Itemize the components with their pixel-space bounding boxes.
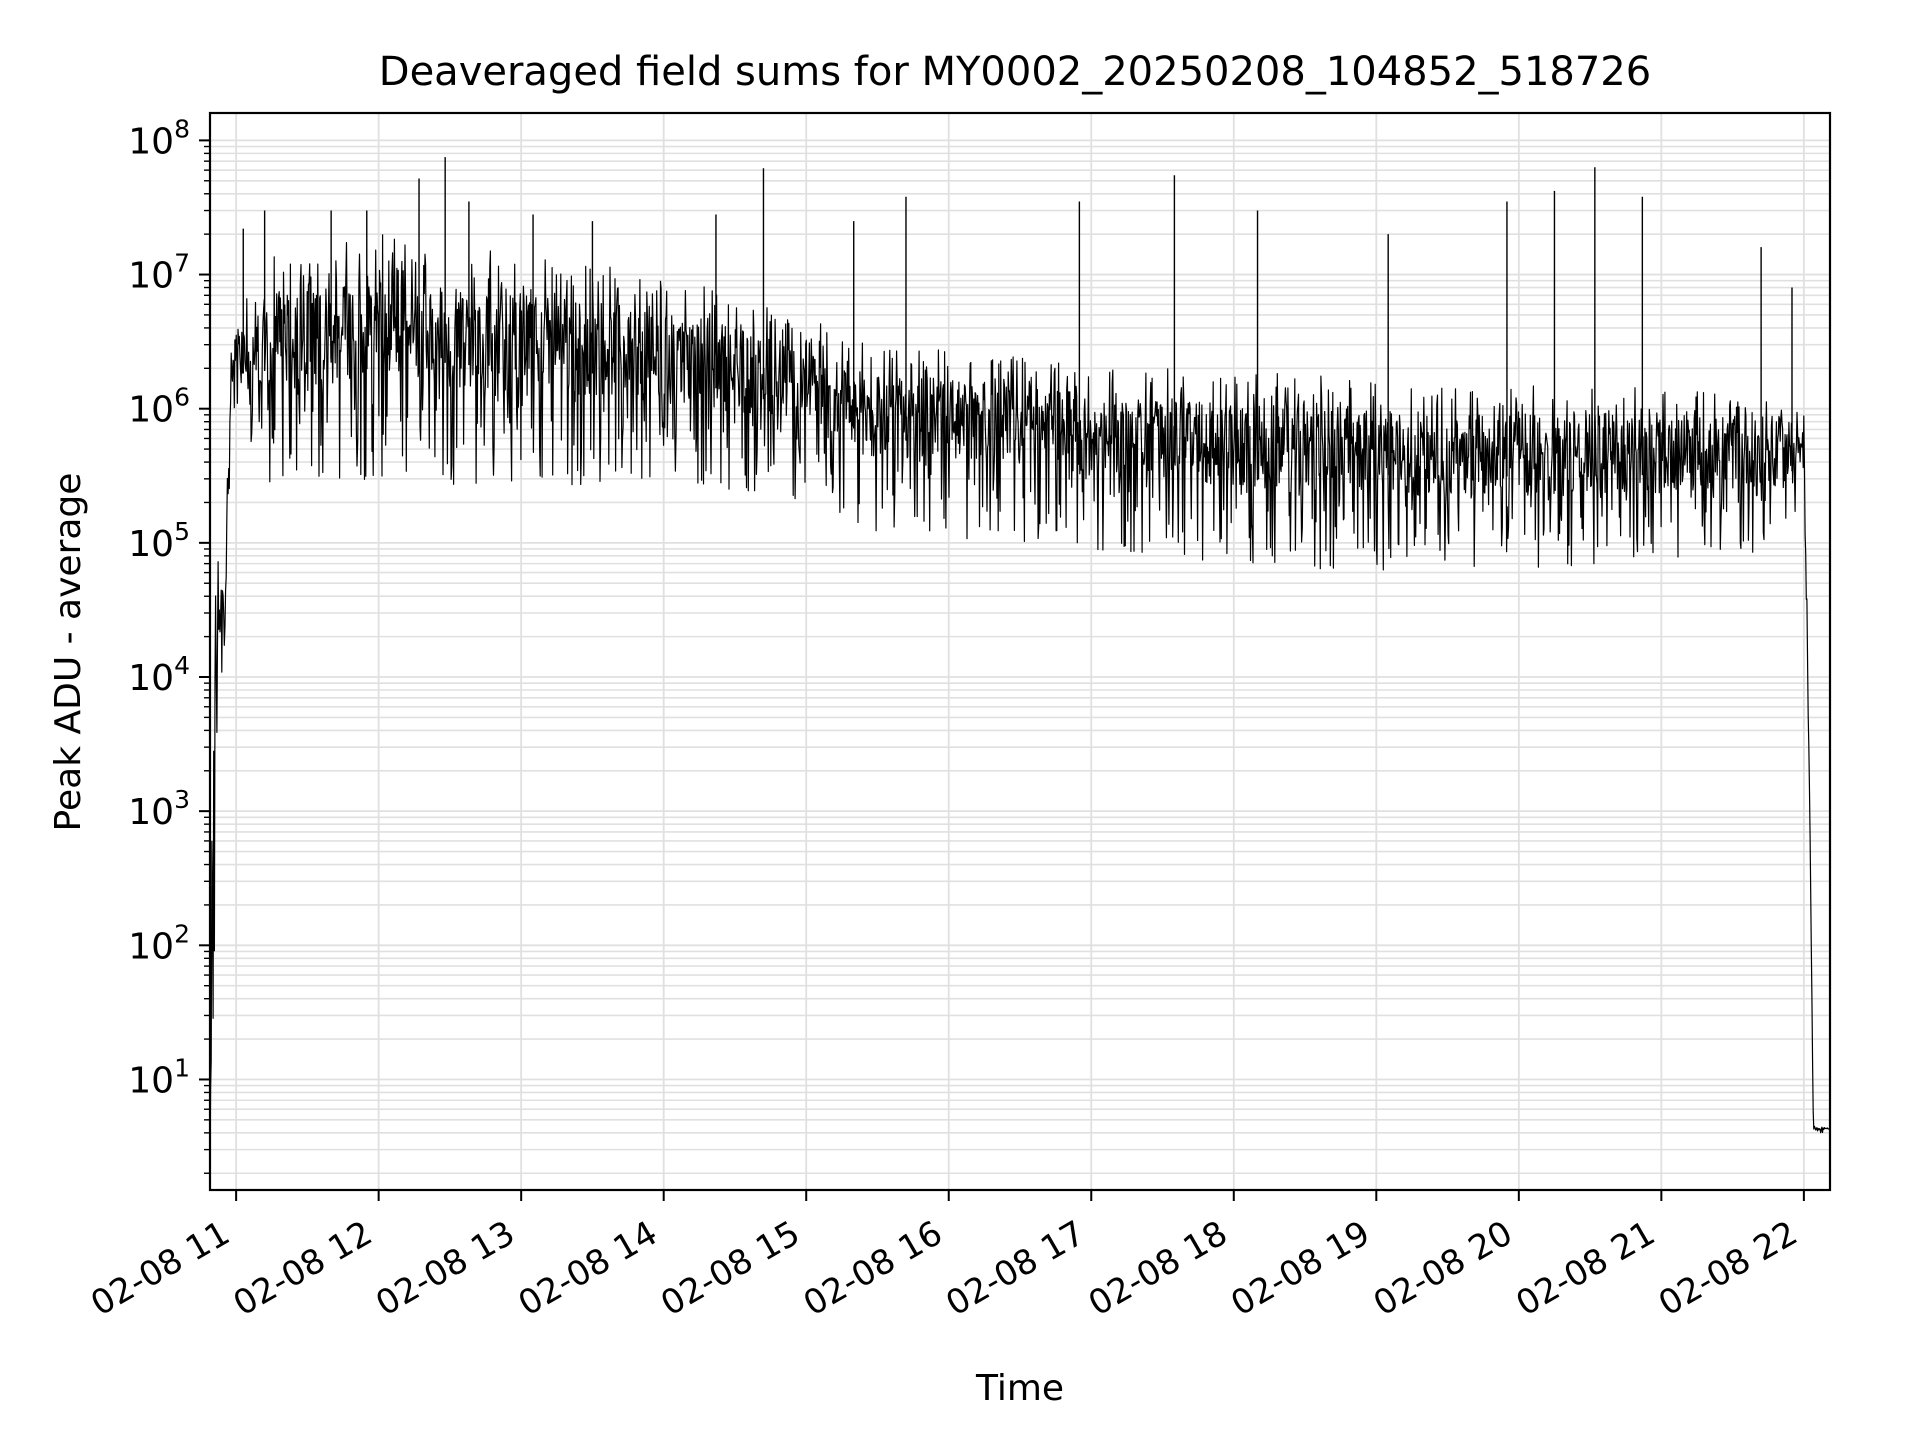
x-tick-label: 02-08 11	[84, 1213, 236, 1324]
y-tick-label-base: 10	[128, 926, 174, 967]
x-tick-label: 02-08 14	[512, 1213, 664, 1324]
y-tick-label-exponent: 8	[174, 114, 190, 143]
plot-area-frame	[208, 111, 1832, 1192]
y-tick-label-exponent: 1	[174, 1053, 190, 1082]
x-tick-label: 02-08 15	[654, 1213, 806, 1324]
y-tick-label-exponent: 5	[174, 517, 190, 546]
series-line	[209, 234, 1831, 1174]
y-tick-label: 101	[128, 1053, 190, 1101]
y-tick-label: 103	[128, 785, 190, 833]
series-layer	[209, 157, 1831, 1174]
y-axis-label: Peak ADU - average	[48, 473, 89, 832]
x-tick-label: 02-08 16	[797, 1213, 949, 1324]
y-tick-label-exponent: 7	[174, 249, 190, 278]
y-tick-label: 104	[128, 651, 190, 699]
chart-title: Deaveraged field sums for MY0002_2025020…	[379, 49, 1651, 95]
x-tick-label: 02-08 18	[1082, 1213, 1234, 1324]
y-tick-label-base: 10	[128, 256, 174, 297]
y-tick-label-exponent: 3	[174, 785, 190, 814]
y-tick-label: 105	[128, 517, 190, 565]
y-tick-label: 106	[128, 383, 190, 431]
y-tick-label: 108	[128, 114, 190, 162]
y-tick-label: 107	[128, 249, 190, 297]
x-tick-label: 02-08 12	[227, 1213, 379, 1324]
y-tick-label-base: 10	[128, 1060, 174, 1101]
y-tick-label-exponent: 6	[174, 383, 190, 412]
x-tick-label: 02-08 13	[369, 1213, 521, 1324]
y-tick-label-base: 10	[128, 121, 174, 162]
y-tick-label-exponent: 2	[174, 919, 190, 948]
x-axis-label: Time	[975, 1368, 1064, 1409]
x-tick-label: 02-08 21	[1509, 1213, 1661, 1324]
y-tick-label-base: 10	[128, 658, 174, 699]
x-tick-label: 02-08 22	[1652, 1213, 1804, 1324]
y-tick-label-exponent: 4	[174, 651, 190, 680]
x-tick-label: 02-08 17	[939, 1213, 1091, 1324]
x-tick-label: 02-08 20	[1367, 1213, 1519, 1324]
grid-lines	[210, 113, 1830, 1190]
y-tick-label: 102	[128, 919, 190, 967]
x-tick-label: 02-08 19	[1224, 1213, 1376, 1324]
y-tick-label-base: 10	[128, 792, 174, 833]
y-tick-label-base: 10	[128, 524, 174, 565]
y-tick-label-base: 10	[128, 390, 174, 431]
